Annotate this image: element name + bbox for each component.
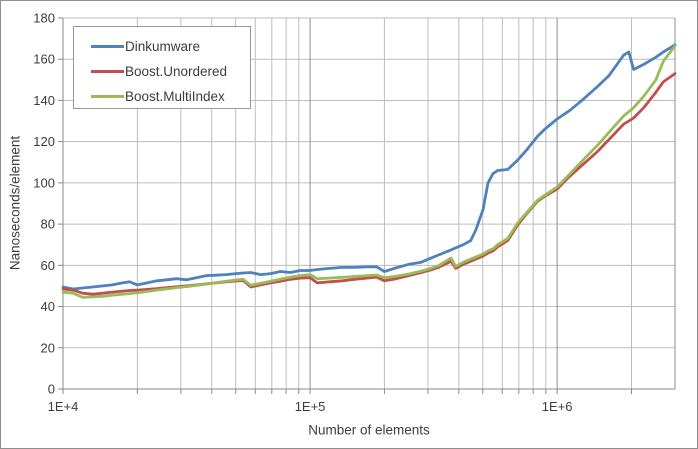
series-line-boost-multiindex bbox=[61, 44, 677, 299]
y-tick-label: 0 bbox=[48, 382, 55, 397]
y-tick-label: 100 bbox=[33, 175, 55, 190]
legend: Dinkumware Boost.Unordered Boost.MultiIn… bbox=[73, 26, 251, 109]
y-tick-label: 80 bbox=[41, 217, 55, 232]
y-tick-label: 40 bbox=[41, 299, 55, 314]
y-tick-label: 120 bbox=[33, 134, 55, 149]
x-tick-label: 1E+5 bbox=[295, 399, 326, 414]
legend-swatch-boost-unordered bbox=[91, 70, 124, 73]
x-axis-title: Number of elements bbox=[308, 422, 430, 438]
legend-swatch-dinkumware bbox=[91, 45, 124, 48]
x-tick-label: 1E+4 bbox=[48, 399, 79, 414]
y-tick-label: 140 bbox=[33, 93, 55, 108]
y-tick-label: 60 bbox=[41, 258, 55, 273]
legend-label-boost-unordered: Boost.Unordered bbox=[125, 64, 228, 79]
y-tick-label: 180 bbox=[33, 11, 55, 26]
x-tick-label: 1E+6 bbox=[542, 399, 573, 414]
legend-item-dinkumware: Dinkumware bbox=[91, 34, 250, 59]
y-axis-title: Nanoseconds/element bbox=[7, 135, 23, 271]
y-tick-label: 160 bbox=[33, 52, 55, 67]
legend-label-boost-multiindex: Boost.MultiIndex bbox=[125, 89, 225, 104]
legend-swatch-boost-multiindex bbox=[91, 95, 124, 98]
series-line-dinkumware bbox=[61, 43, 677, 291]
legend-item-boost-unordered: Boost.Unordered bbox=[91, 59, 250, 84]
y-tick-label: 20 bbox=[41, 340, 55, 355]
legend-label-dinkumware: Dinkumware bbox=[125, 39, 201, 54]
legend-item-boost-multiindex: Boost.MultiIndex bbox=[91, 84, 250, 109]
